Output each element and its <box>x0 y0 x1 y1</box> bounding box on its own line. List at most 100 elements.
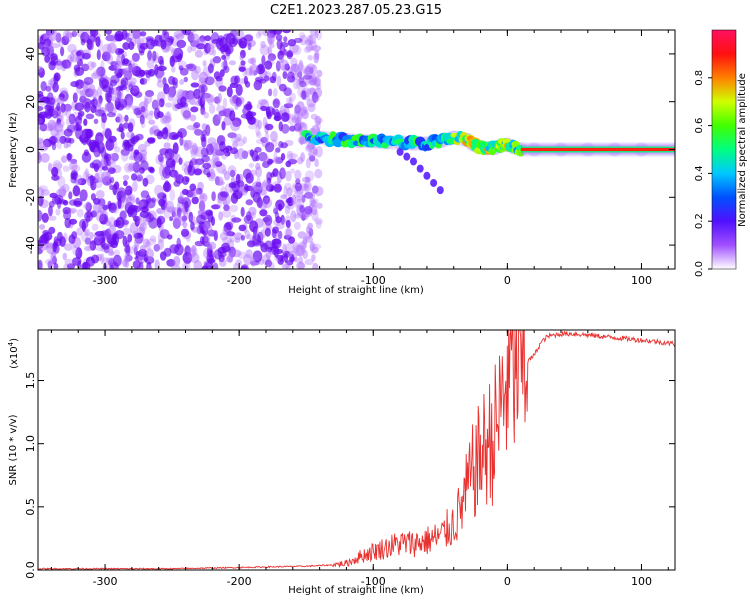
noise-blob <box>117 187 126 199</box>
noise-blob <box>42 231 53 241</box>
noise-blob <box>240 234 245 241</box>
x-tick-label: -100 <box>361 575 386 588</box>
noise-blob <box>122 42 130 50</box>
noise-blob <box>308 79 318 86</box>
noise-blob <box>149 167 155 174</box>
noise-blob <box>207 63 214 74</box>
noise-blob <box>173 170 178 178</box>
noise-blob <box>267 46 273 55</box>
noise-blob <box>302 236 308 245</box>
noise-blob <box>126 196 136 205</box>
noise-blob <box>60 155 68 163</box>
noise-blob <box>300 152 305 163</box>
noise-blob <box>249 169 258 176</box>
noise-blob <box>38 146 48 152</box>
noise-blob <box>314 30 319 39</box>
noise-blob <box>92 179 103 189</box>
noise-blob <box>91 223 99 231</box>
noise-blob <box>81 220 86 232</box>
noise-blob <box>194 49 203 58</box>
noise-blob <box>296 212 305 218</box>
noise-blob <box>294 195 303 201</box>
noise-blob <box>266 33 275 45</box>
noise-blob <box>75 121 80 131</box>
colorbar-tick-label: 0.6 <box>694 118 705 134</box>
noise-blob <box>51 166 59 177</box>
noise-blob <box>264 60 273 70</box>
noise-blob <box>217 197 223 209</box>
noise-blob <box>255 162 261 171</box>
noise-blob <box>97 86 103 98</box>
noise-blob <box>128 83 134 91</box>
noise-blob <box>297 71 303 78</box>
noise-blob <box>258 151 268 162</box>
noise-blob <box>279 55 285 64</box>
noise-blob <box>293 200 298 208</box>
noise-blob <box>202 240 210 247</box>
noise-blob <box>285 219 291 229</box>
noise-blob <box>231 217 242 223</box>
noise-blob <box>291 194 297 206</box>
noise-blob <box>149 235 157 242</box>
noise-blob <box>154 34 163 47</box>
noise-blob <box>298 32 306 40</box>
noise-blob <box>75 50 83 57</box>
noise-blob <box>198 200 206 212</box>
noise-blob <box>86 137 92 146</box>
noise-blob <box>182 262 189 269</box>
noise-blob <box>284 227 293 238</box>
noise-blob <box>244 67 253 76</box>
noise-blob <box>52 109 58 118</box>
noise-blob <box>313 148 318 156</box>
noise-blob <box>38 187 45 198</box>
noise-blob <box>260 105 268 111</box>
y-tick-label: -20 <box>24 188 37 206</box>
noise-blob <box>69 52 75 62</box>
noise-blob <box>141 193 148 200</box>
noise-blob <box>91 72 100 79</box>
noise-blob <box>173 47 184 60</box>
noise-blob <box>114 146 121 153</box>
noise-blob <box>280 142 289 149</box>
noise-blob <box>55 208 61 216</box>
noise-blob <box>181 30 192 36</box>
noise-blob <box>96 49 101 60</box>
noise-blob <box>277 230 283 240</box>
noise-blob <box>221 121 226 131</box>
noise-blob <box>59 135 67 144</box>
noise-blob <box>164 153 170 161</box>
noise-blob <box>74 66 85 76</box>
noise-blob <box>178 157 183 165</box>
noise-blob <box>192 142 198 155</box>
noise-blob <box>107 200 112 209</box>
noise-blob <box>89 174 94 187</box>
noise-blob <box>235 138 245 147</box>
noise-blob <box>121 188 131 199</box>
noise-blob <box>271 238 282 245</box>
noise-blob <box>138 50 145 56</box>
noise-blob <box>225 256 234 263</box>
noise-blob <box>280 218 287 224</box>
noise-blob <box>299 136 305 146</box>
snr-axes: -300 -200 -100 0 100 0.0 0.5 1.0 1.5 <box>24 330 675 588</box>
noise-blob <box>82 52 91 60</box>
noise-blob <box>72 245 78 256</box>
noise-blob <box>139 223 145 236</box>
noise-blob <box>271 108 276 115</box>
noise-blob <box>136 174 144 182</box>
noise-blob <box>186 30 197 34</box>
noise-blob <box>310 198 319 205</box>
noise-blob <box>204 76 215 86</box>
noise-blob <box>79 189 88 202</box>
noise-blob <box>300 77 309 88</box>
noise-blob <box>166 200 175 213</box>
noise-blob <box>275 60 281 72</box>
noise-blob <box>262 195 271 205</box>
noise-blob <box>284 205 291 215</box>
noise-blob <box>304 66 312 77</box>
x-tick-label: -200 <box>227 575 252 588</box>
snr-plot-area <box>38 330 675 570</box>
noise-blob <box>173 216 179 226</box>
noise-blob <box>297 62 305 73</box>
